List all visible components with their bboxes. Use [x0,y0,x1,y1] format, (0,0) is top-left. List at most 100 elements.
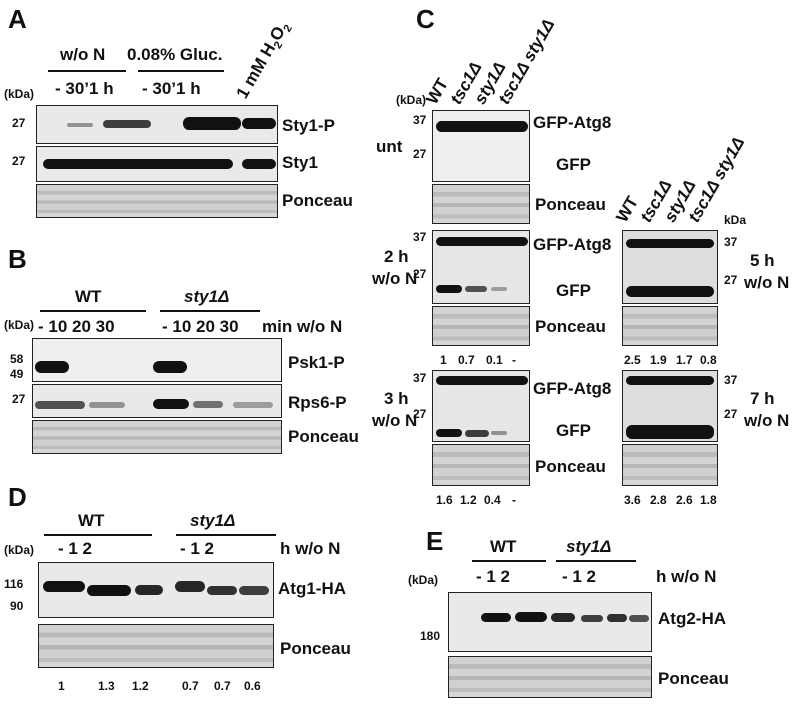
panel-c-2h-ponceau: Ponceau [535,317,606,336]
panel-b-underline-wt [40,310,146,312]
panel-a-underline-nitrogen [48,70,126,72]
panel-e-underline-wt [472,560,546,562]
panel-a-row-sty1p: Sty1-P [282,116,335,135]
panel-c-3h-mw-37: 37 [413,371,427,385]
panel-c-cond-7h-wo-n: w/o N [744,411,790,430]
panel-a-letter: A [8,4,27,34]
panel-c-2h-mw-37: 37 [413,230,427,244]
panel-c-blot-unt-ponceau [432,184,530,224]
panel-b-row-rps6p: Rps6-P [288,393,347,412]
panel-c-7h-mw-37: 37 [724,373,738,387]
panel-c-blot-2h-ponceau [432,306,530,346]
panel-b-blot-ponceau [32,420,282,454]
panel-a-times-glucose: - 30’1 h [142,79,201,98]
panel-a-blot-sty1p [36,105,278,144]
panel-b-kda-label: (kDa) [4,318,35,332]
panel-c-strain-tsc1-sty1: tsc1Δ sty1Δ [494,15,559,108]
panel-b-underline-sty1 [160,310,260,312]
panel-a-row-sty1: Sty1 [282,153,318,172]
panel-c-blot-7h [622,370,718,442]
panel-c-3h-mw-27: 27 [413,407,427,421]
panel-d-quant-4: 0.7 [182,679,199,693]
panel-c-3h-ponceau: Ponceau [535,457,606,476]
panel-d-letter: D [8,482,27,512]
panel-e-blot-atg2 [448,592,652,652]
panel-b-mw-27: 27 [12,392,26,406]
panel-c-3h-gfp-atg8: GFP-Atg8 [533,379,612,398]
panel-c-cond-3h: 3 h [384,389,409,408]
panel-c-5h-quant-1: 2.5 [624,353,641,367]
panel-b-times-sty1: - 10 20 30 [162,317,239,336]
panel-b-letter: B [8,244,27,274]
panel-c-3h-quant-1: 1.6 [436,493,453,507]
panel-d-quant-2: 1.3 [98,679,115,693]
panel-c-cond-2h: 2 h [384,247,409,266]
panel-c-2h-gfp-atg8: GFP-Atg8 [533,235,612,254]
panel-d-mw-90: 90 [10,599,24,613]
panel-d-quant-1: 1 [58,679,65,693]
panel-c-7h-mw-27: 27 [724,407,738,421]
panel-d-underline-wt [44,534,152,536]
panel-c-7h-quant-2: 2.8 [650,493,667,507]
panel-e-group-sty1: sty1Δ [566,537,612,556]
panel-d-row-atg1: Atg1-HA [278,579,346,598]
panel-c-5h-quant-3: 1.7 [676,353,693,367]
panel-c-letter: C [416,4,435,34]
panel-e-group-wt: WT [490,537,517,556]
panel-b-blot-rps6p [32,384,282,418]
panel-c-blot-3h-ponceau [432,444,530,486]
panel-a-blot-ponceau [36,184,278,218]
panel-c-blot-5h-ponceau [622,306,718,346]
panel-c-strain-wt: WT [422,75,453,108]
panel-d-mw-116: 116 [4,577,24,591]
panel-d-kda-label: (kDa) [4,543,35,557]
panel-c-cond-2h-wo-n: w/o N [372,269,418,288]
panel-a-h2o2-label: 1 mM H2O2 [232,22,295,102]
panel-b-blot-psk1p [32,338,282,382]
panel-b-row-psk1p: Psk1-P [288,353,345,372]
panel-c-7h-quant-3: 2.6 [676,493,693,507]
panel-c-blot-3h [432,370,530,442]
panel-c-2h-quant-3: 0.1 [486,353,503,367]
panel-c-blot-7h-ponceau [622,444,718,486]
panel-c-blot-unt [432,110,530,182]
panel-a-group-nitrogen: w/o N [60,45,106,64]
panel-e-blot-ponceau [448,656,652,698]
panel-c-7h-quant-1: 3.6 [624,493,641,507]
panel-d-blot-ponceau [38,624,274,668]
panel-d-blot-atg1 [38,562,274,618]
panel-d-group-sty1: sty1Δ [190,511,236,530]
panel-a-group-glucose: 0.08% Gluc. [127,45,223,64]
panel-d-quant-6: 0.6 [244,679,261,693]
panel-d-times-sty1: - 1 2 [180,539,215,558]
panel-c-right-kda-label: kDa [724,213,747,227]
panel-b-unit: min w/o N [262,317,343,336]
panel-c-cond-unt: unt [376,137,403,156]
panel-c-blot-5h [622,230,718,304]
panel-c-2h-quant-2: 0.7 [458,353,475,367]
panel-b-group-sty1: sty1Δ [184,287,230,306]
panel-e-times-sty1: - 1 2 [562,567,597,586]
panel-e-mw-180: 180 [420,629,441,643]
panel-c-unt-ponceau: Ponceau [535,195,606,214]
panel-d-group-wt: WT [78,511,105,530]
panel-d-row-ponceau: Ponceau [280,639,351,658]
panel-c-3h-gfp: GFP [556,421,591,440]
panel-c-blot-2h [432,230,530,304]
panel-c-7h-quant-4: 1.8 [700,493,717,507]
panel-c-5h-mw-27: 27 [724,273,738,287]
panel-c-2h-quant-1: 1 [440,353,447,367]
panel-c-cond-7h: 7 h [750,389,775,408]
panel-c-3h-quant-2: 1.2 [460,493,477,507]
panel-d-unit: h w/o N [280,539,341,558]
panel-b-times-wt: - 10 20 30 [38,317,115,336]
panel-c-2h-mw-27: 27 [413,267,427,281]
panel-c-2h-quant-4: - [512,353,516,367]
panel-a-kda-label: (kDa) [4,87,35,101]
panel-c-kda-label: (kDa) [396,93,427,107]
panel-e-row-atg2: Atg2-HA [658,609,726,628]
panel-d-times-wt: - 1 2 [58,539,93,558]
panel-d-underline-sty1 [176,534,276,536]
panel-b-row-ponceau: Ponceau [288,427,359,446]
panel-a-mw-27-b: 27 [12,154,26,168]
